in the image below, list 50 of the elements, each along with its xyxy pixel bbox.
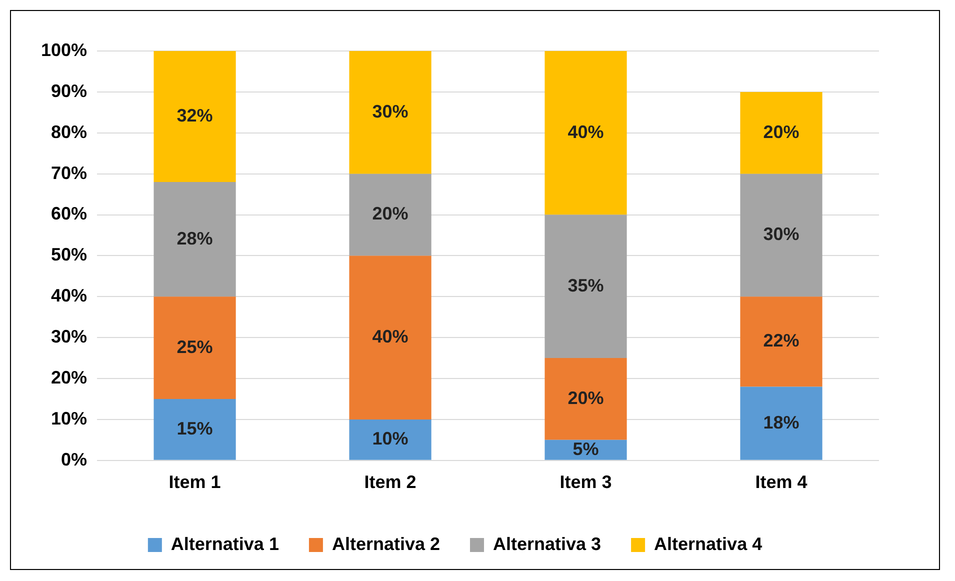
bar xyxy=(154,51,236,182)
data-label: 15% xyxy=(176,418,213,438)
data-label: 20% xyxy=(372,204,408,224)
bar xyxy=(740,92,822,174)
x-tick-label: Item 3 xyxy=(560,472,612,492)
x-tick-label: Item 2 xyxy=(364,472,416,492)
bar xyxy=(349,51,432,174)
bar xyxy=(349,256,432,420)
data-label: 40% xyxy=(372,326,408,347)
data-label: 35% xyxy=(568,275,604,296)
y-tick-label: 30% xyxy=(51,326,88,347)
bar xyxy=(544,358,627,440)
y-tick-label: 0% xyxy=(61,449,88,470)
bar xyxy=(154,182,236,297)
data-label: 25% xyxy=(176,336,213,357)
data-label: 32% xyxy=(176,105,213,126)
data-label: 10% xyxy=(372,428,408,449)
y-tick-label: 60% xyxy=(51,204,88,224)
x-tick-label: Item 1 xyxy=(168,472,221,492)
data-label: 18% xyxy=(763,412,800,432)
x-tick-label: Item 4 xyxy=(755,472,808,492)
bar xyxy=(544,214,627,358)
y-tick-label: 70% xyxy=(51,162,88,183)
data-label: 20% xyxy=(568,388,604,408)
data-label: 40% xyxy=(568,122,604,142)
y-tick-label: 80% xyxy=(51,122,88,142)
data-label: 28% xyxy=(176,228,213,248)
legend-label: Alternativa 1 xyxy=(170,534,279,554)
bar xyxy=(349,174,432,256)
y-tick-label: 20% xyxy=(51,367,88,388)
y-tick-label: 50% xyxy=(51,244,88,265)
bar xyxy=(740,174,822,297)
data-label: 22% xyxy=(763,330,800,351)
bar xyxy=(740,386,822,460)
data-label: 30% xyxy=(372,101,408,122)
bar xyxy=(154,296,236,399)
y-tick-label: 90% xyxy=(51,80,88,101)
y-tick-label: 40% xyxy=(51,286,88,306)
bar xyxy=(740,296,822,387)
data-label: 20% xyxy=(763,122,800,142)
bar xyxy=(349,419,432,460)
bar xyxy=(154,398,236,460)
y-tick-label: 100% xyxy=(40,40,88,60)
y-tick-label: 10% xyxy=(51,408,88,428)
legend-label: Alternativa 4 xyxy=(654,534,762,554)
bar xyxy=(544,51,627,215)
legend-label: Alternativa 2 xyxy=(332,534,440,554)
legend-label: Alternativa 3 xyxy=(493,534,602,554)
data-label: 5% xyxy=(572,438,599,459)
data-label: 30% xyxy=(763,224,800,244)
